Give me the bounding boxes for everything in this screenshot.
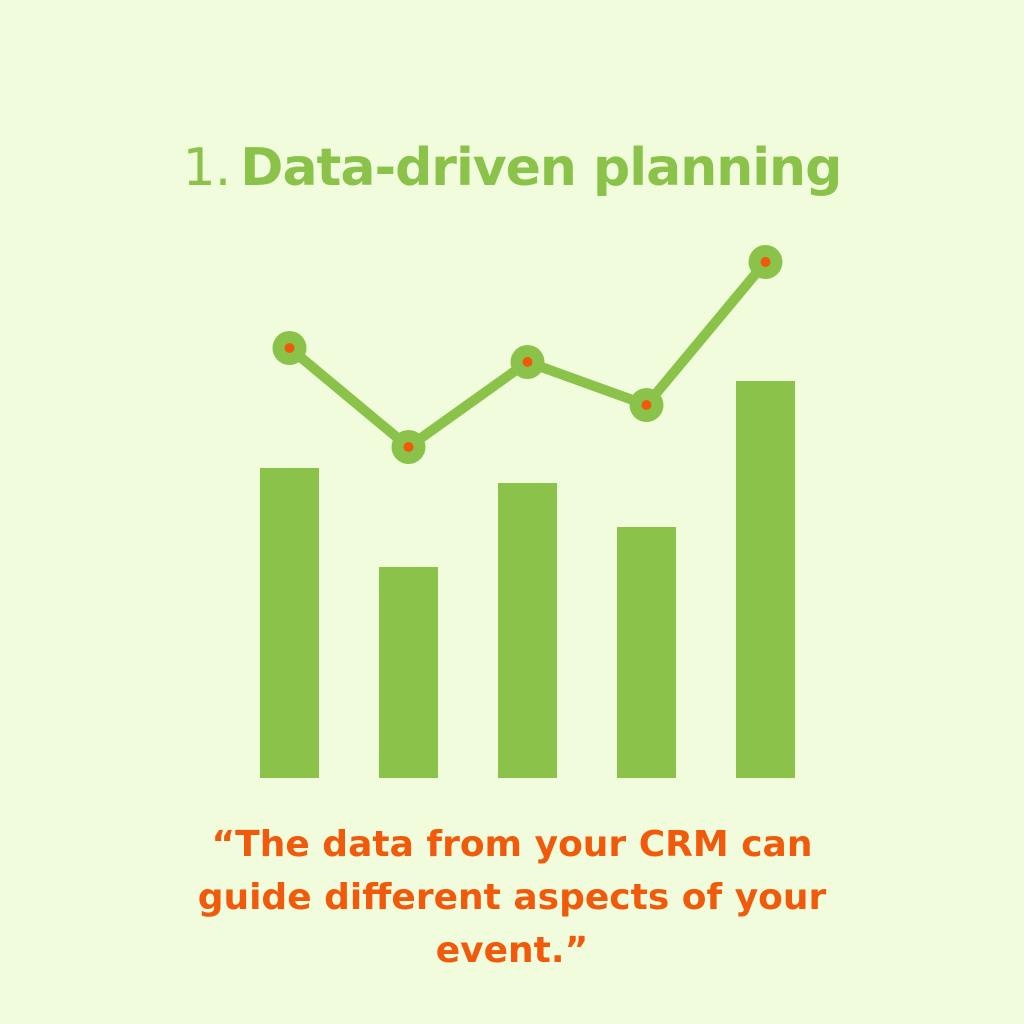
line-point-dot-2: [403, 442, 414, 452]
bar-4: [617, 527, 676, 778]
line-point-dot-5: [760, 257, 771, 267]
bar-5: [736, 381, 795, 778]
bar-1: [260, 468, 319, 778]
bar-3: [498, 483, 557, 778]
bar-2: [379, 567, 438, 778]
line-point-dot-1: [284, 343, 295, 353]
line-point-dot-4: [641, 400, 652, 410]
quote-text: “The data from your CRM can guide differ…: [197, 824, 827, 971]
title-number: 1.: [182, 138, 232, 198]
page-title: 1. Data-driven planning: [0, 138, 1024, 198]
line-point-dot-3: [522, 357, 533, 367]
title-text: Data-driven planning: [240, 138, 842, 198]
